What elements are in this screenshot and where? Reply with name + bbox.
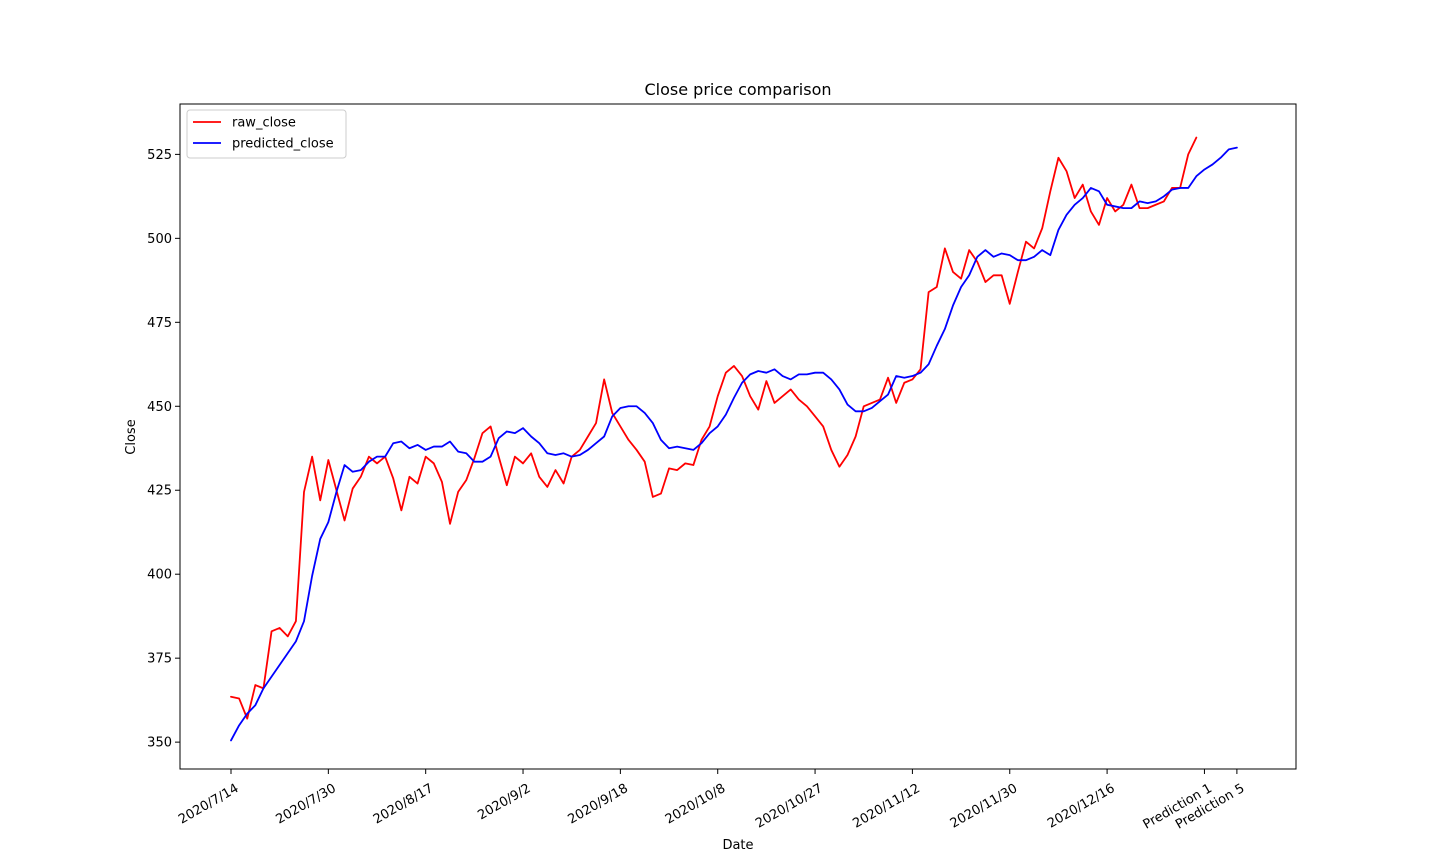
y-axis: 350 375 400 425 450 475 500 525 bbox=[147, 148, 180, 751]
x-tick-label-4: 2020/9/2 bbox=[475, 781, 533, 823]
chart-title: Close price comparison bbox=[645, 80, 832, 99]
y-tick-label-5: 450 bbox=[147, 400, 172, 415]
y-axis-label: Close bbox=[124, 419, 139, 454]
y-tick-label-2: 375 bbox=[147, 652, 172, 667]
x-tick-label-6: 2020/10/8 bbox=[663, 781, 728, 827]
x-tick-label-3: 2020/8/17 bbox=[371, 781, 436, 827]
x-tick-label-8: 2020/11/12 bbox=[850, 781, 922, 831]
series-line-2 bbox=[230, 146, 1238, 742]
x-axis: 2020/7/14 2020/7/30 2020/8/17 2020/9/2 2020/… bbox=[176, 769, 1247, 833]
y-tick-label-6: 475 bbox=[147, 316, 172, 331]
x-tick-label-9: 2020/11/30 bbox=[948, 781, 1020, 831]
y-tick-label-8: 525 bbox=[147, 148, 172, 163]
plot-frame bbox=[179, 103, 1297, 770]
x-tick-label-1: 2020/7/14 bbox=[176, 781, 241, 827]
legend-label-1: raw_close bbox=[232, 116, 296, 131]
legend-box bbox=[186, 109, 347, 159]
x-tick-label-2: 2020/7/30 bbox=[274, 781, 339, 827]
x-tick-label-7: 2020/10/27 bbox=[753, 781, 825, 831]
series-line-1 bbox=[230, 136, 1198, 720]
legend: raw_close predicted_close bbox=[186, 109, 347, 159]
x-tick-label-10: 2020/12/16 bbox=[1045, 781, 1117, 831]
x-axis-label: Date bbox=[722, 838, 753, 853]
y-tick-label-4: 425 bbox=[147, 484, 172, 499]
y-tick-label-1: 350 bbox=[147, 736, 172, 751]
y-tick-label-7: 500 bbox=[147, 232, 172, 247]
plot-area bbox=[230, 136, 1238, 742]
y-tick-label-3: 400 bbox=[147, 568, 172, 583]
x-tick-label-5: 2020/9/18 bbox=[566, 781, 631, 827]
legend-label-2: predicted_close bbox=[232, 137, 334, 152]
